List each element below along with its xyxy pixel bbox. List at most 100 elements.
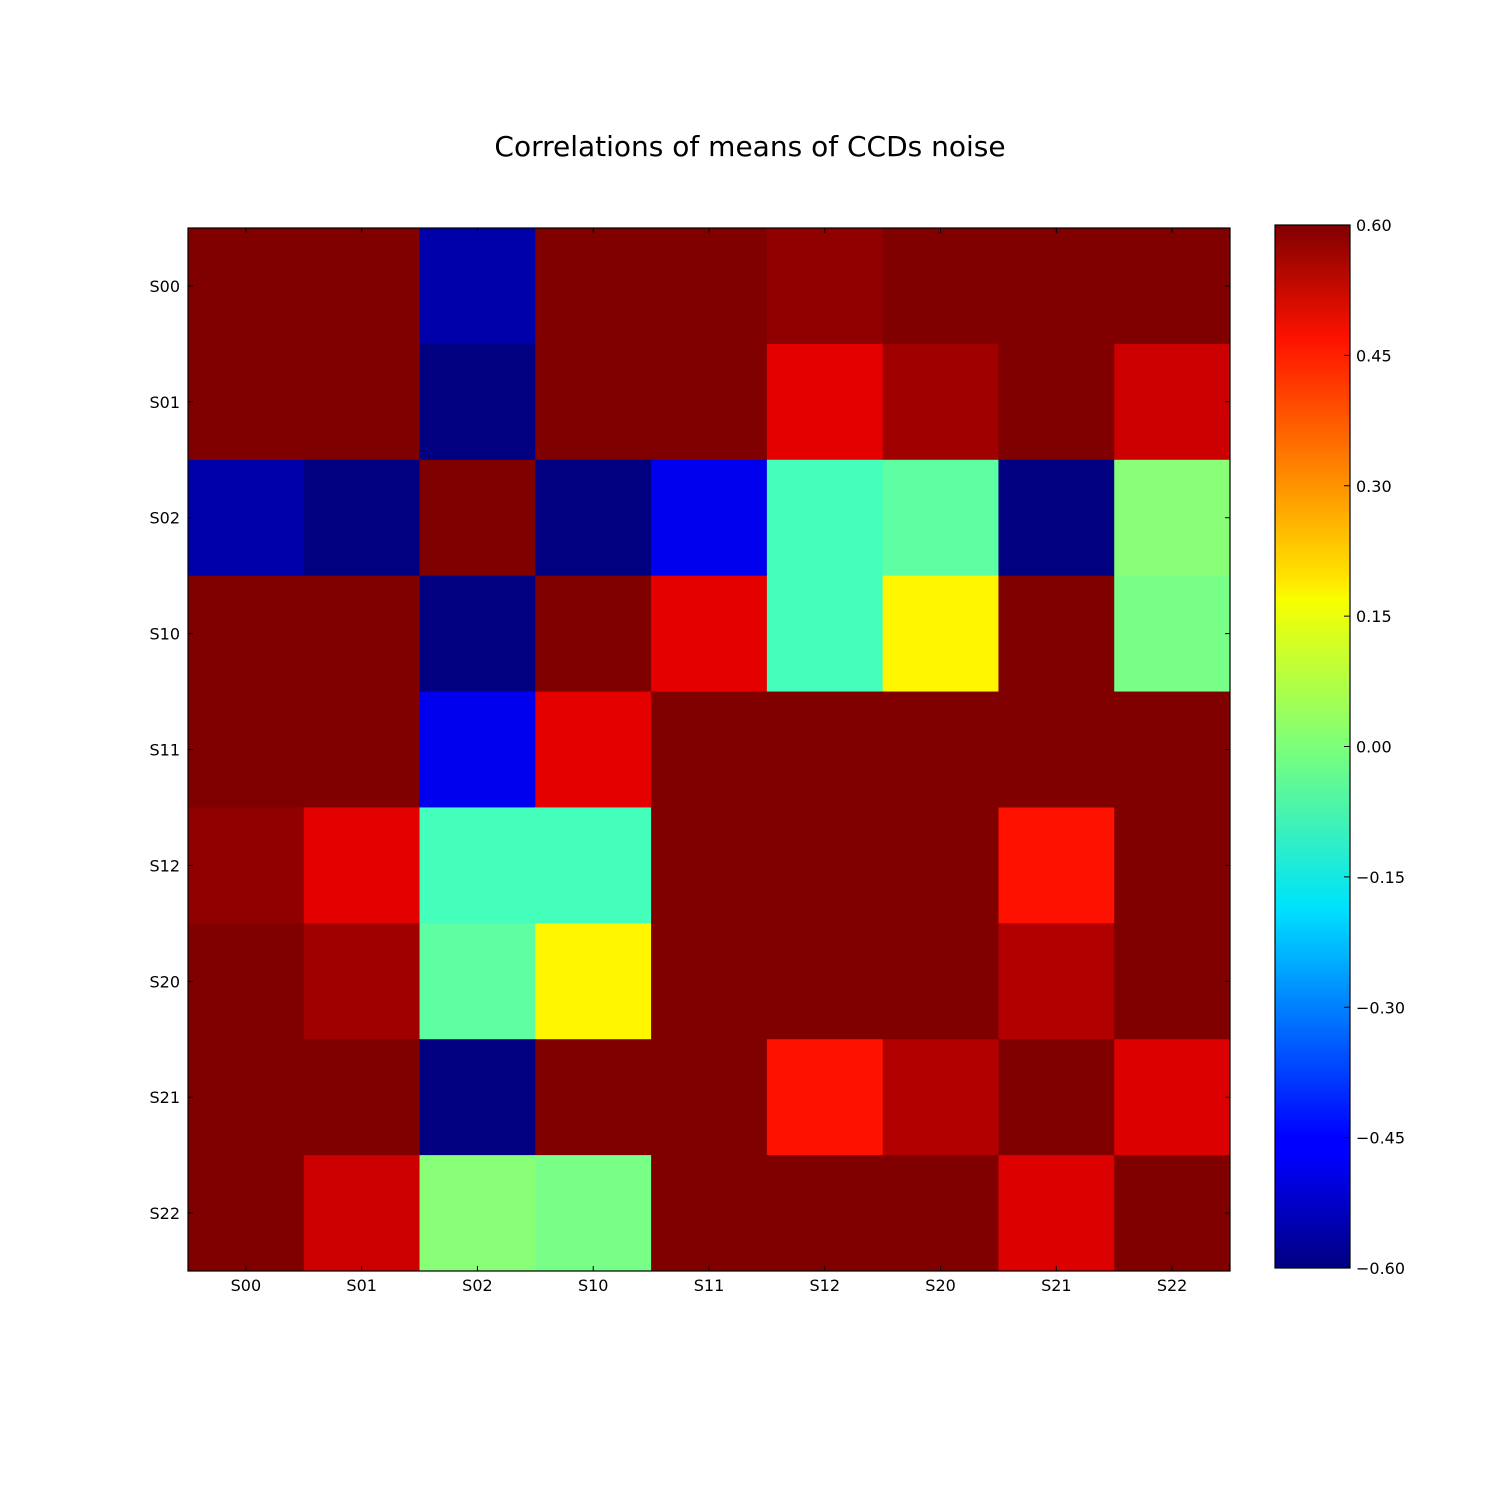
colorbar-tick-label: 0.00 <box>1356 738 1392 757</box>
x-tick-label: S10 <box>578 1276 609 1295</box>
heatmap-cell-S20-S12 <box>766 923 884 1040</box>
heatmap-cell-S20-S10 <box>535 923 652 1040</box>
heatmap-cell-S21-S22 <box>1114 1039 1231 1156</box>
heatmap-cell-S12-S21 <box>998 807 1115 924</box>
heatmap-cell-S00-S22 <box>1114 228 1231 345</box>
heatmap-cell-S20-S20 <box>882 923 999 1040</box>
heatmap-cell-S21-S11 <box>651 1039 768 1156</box>
heatmap-cell-S22-S20 <box>882 1155 999 1272</box>
heatmap-cell-S21-S02 <box>419 1039 536 1156</box>
heatmap-cell-S11-S21 <box>998 691 1115 808</box>
heatmap-cell-S10-S01 <box>303 575 421 693</box>
heatmap-cell-S01-S22 <box>1114 343 1231 461</box>
heatmap-cell-S10-S22 <box>1114 575 1231 693</box>
heatmap-cell-S10-S12 <box>766 575 884 693</box>
heatmap-cell-S02-S12 <box>766 459 884 577</box>
x-tick-label: S11 <box>694 1276 725 1295</box>
heatmap-cell-S01-S11 <box>651 343 768 461</box>
heatmap-cell-S12-S11 <box>651 807 768 924</box>
heatmap-cell-S11-S02 <box>419 691 536 808</box>
colorbar-tick-label: 0.60 <box>1356 216 1392 235</box>
x-tick-label: S12 <box>810 1276 841 1295</box>
colorbar-tick-label: 0.45 <box>1356 346 1392 365</box>
heatmap-cell-S10-S00 <box>188 575 305 693</box>
heatmap-cells <box>188 228 1231 1272</box>
heatmap-cell-S12-S10 <box>535 807 652 924</box>
heatmap-cell-S11-S10 <box>535 691 652 808</box>
heatmap-cell-S02-S02 <box>419 459 536 577</box>
x-tick-label: S21 <box>1041 1276 1072 1295</box>
heatmap-cell-S00-S20 <box>882 228 999 345</box>
heatmap-cell-S11-S11 <box>651 691 768 808</box>
heatmap-cell-S01-S10 <box>535 343 652 461</box>
heatmap-cell-S21-S20 <box>882 1039 999 1156</box>
y-tick-label: S21 <box>149 1088 180 1107</box>
heatmap-cell-S02-S22 <box>1114 459 1231 577</box>
heatmap-cell-S10-S02 <box>419 575 536 693</box>
heatmap-cell-S11-S20 <box>882 691 999 808</box>
heatmap-cell-S01-S02 <box>419 343 536 461</box>
heatmap-cell-S12-S01 <box>303 807 421 924</box>
y-tick-label: S02 <box>149 509 180 528</box>
heatmap-cell-S20-S02 <box>419 923 536 1040</box>
heatmap-cell-S02-S01 <box>303 459 421 577</box>
heatmap-cell-S00-S01 <box>303 228 421 345</box>
heatmap-cell-S22-S02 <box>419 1155 536 1272</box>
colorbar-tick-label: −0.30 <box>1356 998 1405 1017</box>
heatmap-cell-S20-S11 <box>651 923 768 1040</box>
heatmap-cell-S22-S01 <box>303 1155 421 1272</box>
x-tick-label: S20 <box>925 1276 956 1295</box>
heatmap-cell-S20-S21 <box>998 923 1115 1040</box>
colorbar-tick-label: 0.30 <box>1356 477 1392 496</box>
heatmap-cell-S00-S21 <box>998 228 1115 345</box>
heatmap-cell-S22-S21 <box>998 1155 1115 1272</box>
y-tick-label: S00 <box>149 277 180 296</box>
heatmap-cell-S01-S20 <box>882 343 999 461</box>
heatmap-cell-S12-S02 <box>419 807 536 924</box>
heatmap-cell-S22-S12 <box>766 1155 884 1272</box>
heatmap-cell-S12-S12 <box>766 807 884 924</box>
colorbar-tick-label: −0.45 <box>1356 1129 1405 1148</box>
heatmap-cell-S10-S10 <box>535 575 652 693</box>
heatmap-cell-S21-S01 <box>303 1039 421 1156</box>
colorbar-tick-label: 0.15 <box>1356 607 1392 626</box>
colorbar-axis: 0.60 0.45 0.30 0.15 0.00 −0.15 −0.30 −0.45 −0.60 <box>1344 216 1405 1278</box>
heatmap-cell-S22-S22 <box>1114 1155 1231 1272</box>
heatmap-cell-S10-S20 <box>882 575 999 693</box>
heatmap-cell-S02-S20 <box>882 459 999 577</box>
heatmap-cell-S01-S00 <box>188 343 305 461</box>
colorbar-tick-label: −0.60 <box>1356 1259 1405 1278</box>
heatmap-cell-S02-S21 <box>998 459 1115 577</box>
heatmap-cell-S00-S02 <box>419 228 536 345</box>
heatmap-cell-S22-S11 <box>651 1155 768 1272</box>
y-tick-label: S20 <box>149 972 180 991</box>
y-tick-label: S11 <box>149 741 180 760</box>
heatmap-cell-S12-S00 <box>188 807 305 924</box>
y-tick-label: S12 <box>149 856 180 875</box>
y-tick-label: S22 <box>149 1204 180 1223</box>
colorbar-tick-label: −0.15 <box>1356 868 1405 887</box>
x-tick-label: S00 <box>231 1276 262 1295</box>
heatmap-cell-S10-S21 <box>998 575 1115 693</box>
heatmap-cell-S20-S22 <box>1114 923 1231 1040</box>
x-tick-label: S02 <box>462 1276 493 1295</box>
heatmap-cell-S11-S22 <box>1114 691 1231 808</box>
heatmap-cell-S21-S21 <box>998 1039 1115 1156</box>
heatmap-cell-S11-S00 <box>188 691 305 808</box>
heatmap-cell-S11-S01 <box>303 691 421 808</box>
x-tick-label: S22 <box>1157 1276 1188 1295</box>
x-tick-label: S01 <box>346 1276 377 1295</box>
colorbar <box>1275 225 1350 1268</box>
heatmap-cell-S00-S11 <box>651 228 768 345</box>
heatmap-cell-S12-S22 <box>1114 807 1231 924</box>
heatmap-cell-S10-S11 <box>651 575 768 693</box>
heatmap-cell-S11-S12 <box>766 691 884 808</box>
y-tick-label: S10 <box>149 625 180 644</box>
heatmap-cell-S21-S12 <box>766 1039 884 1156</box>
heatmap-cell-S00-S10 <box>535 228 652 345</box>
heatmap-cell-S01-S01 <box>303 343 421 461</box>
chart-title: Correlations of means of CCDs noise <box>494 130 1005 163</box>
y-axis: S00 S01 S02 S10 S11 S12 S20 S21 S22 <box>149 277 1230 1223</box>
heatmap-cell-S21-S10 <box>535 1039 652 1156</box>
